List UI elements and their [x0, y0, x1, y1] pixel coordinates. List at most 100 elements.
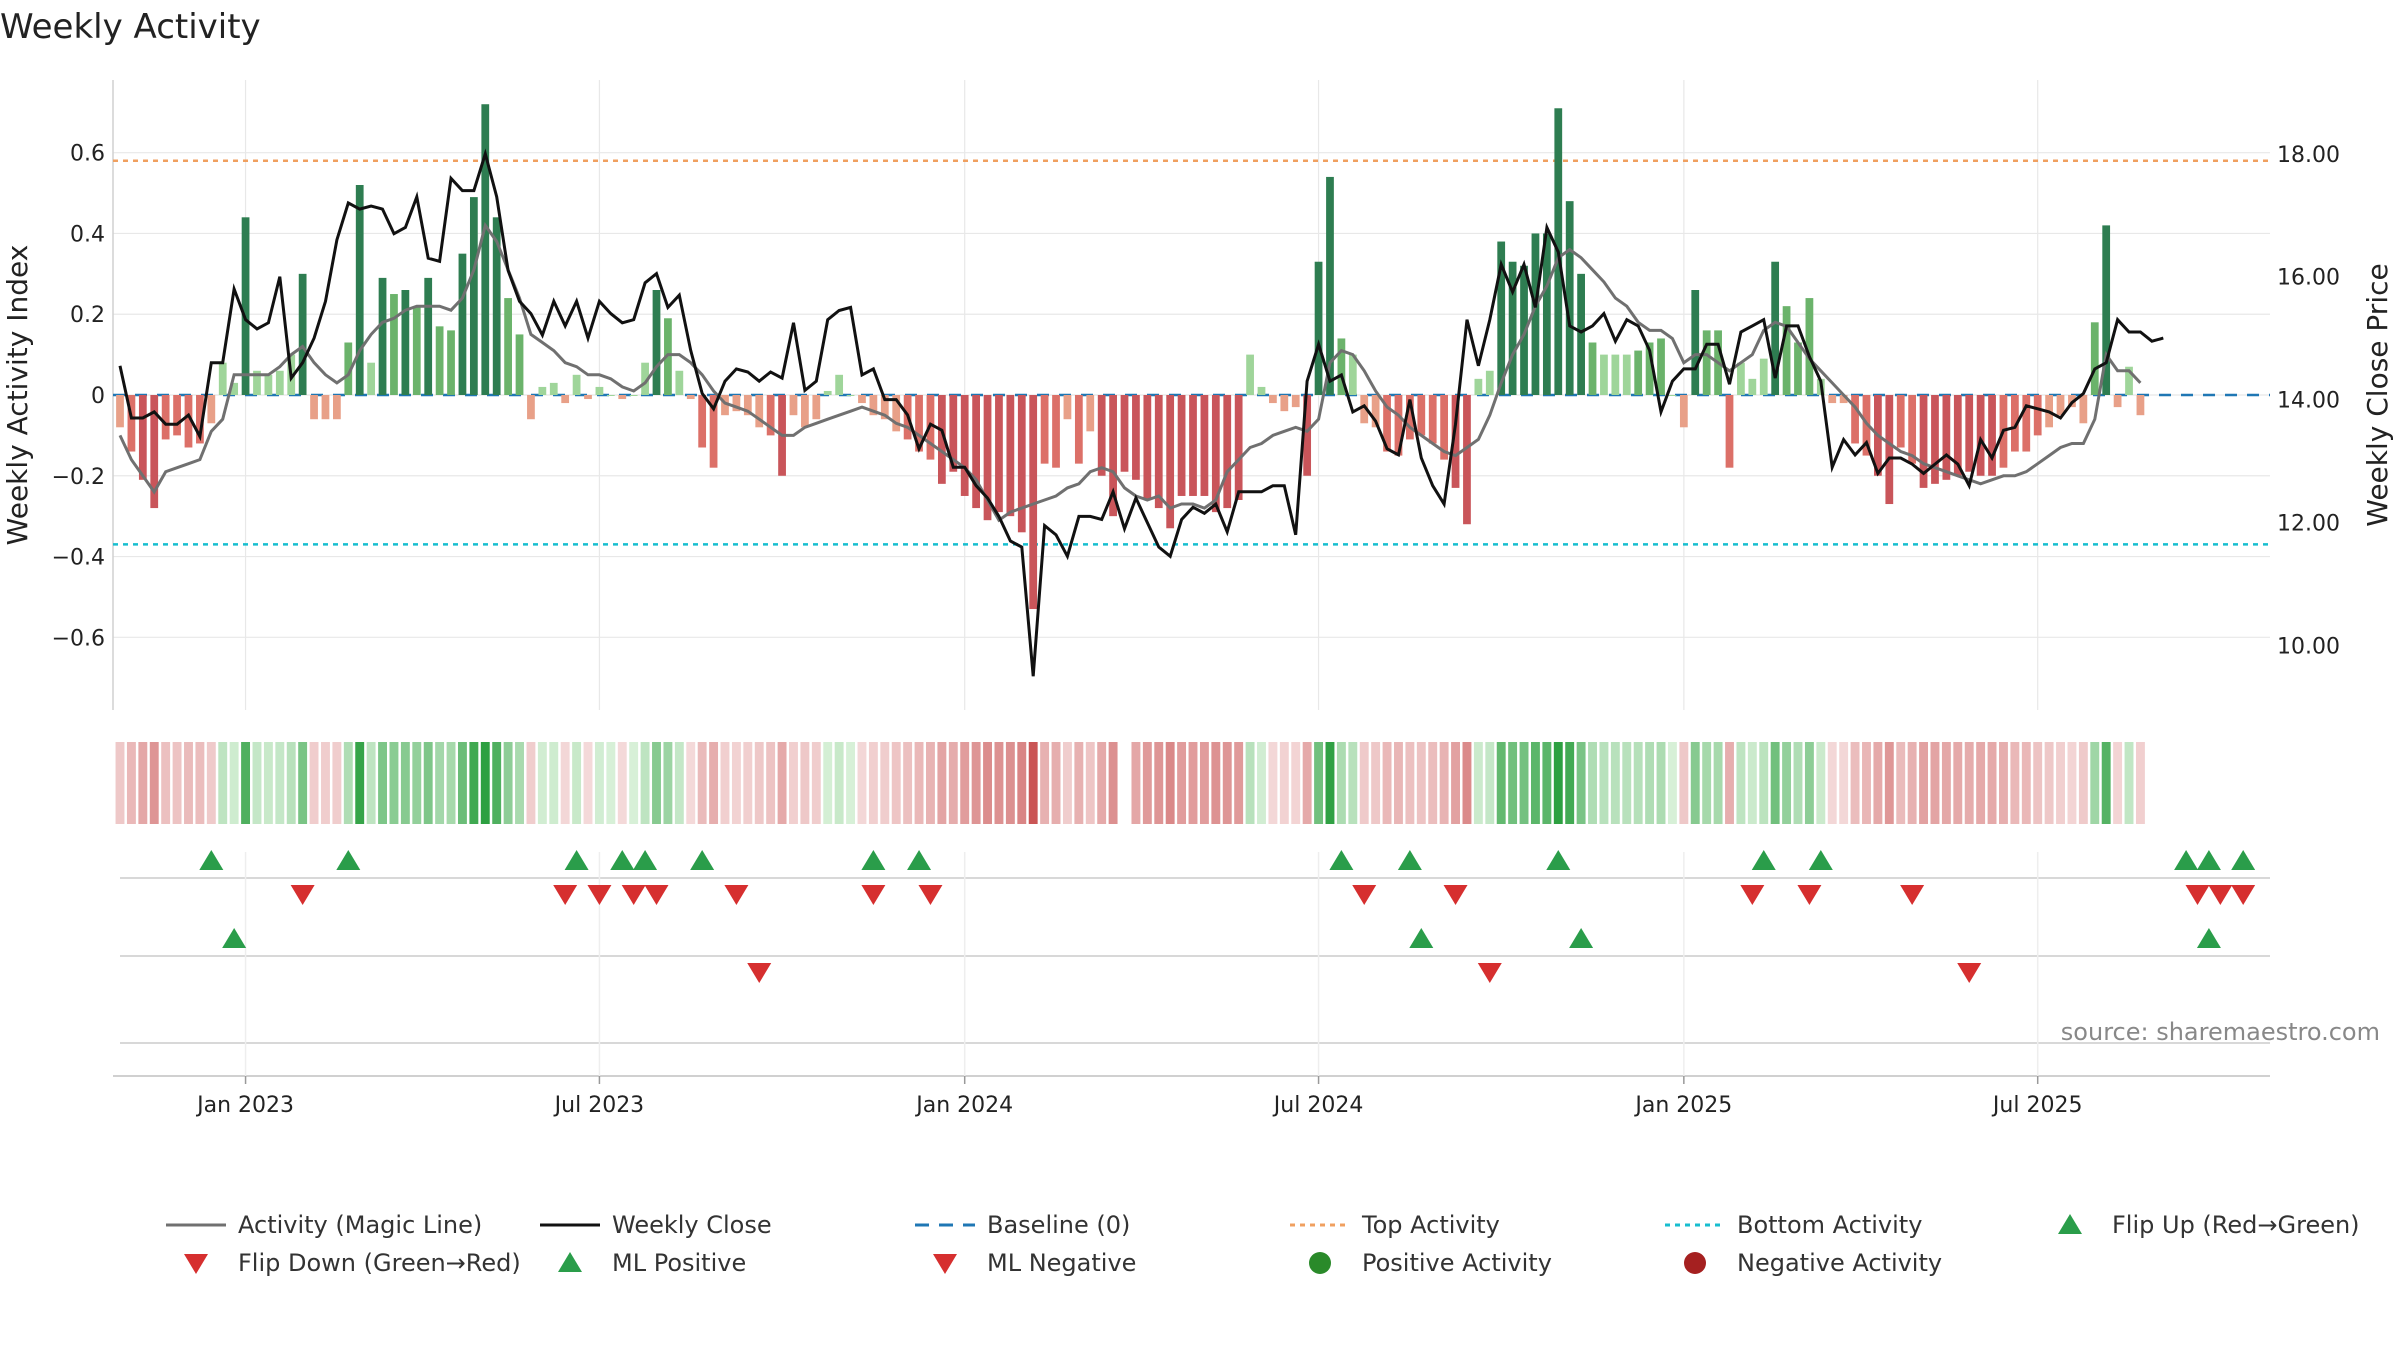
- heat-cell: [1930, 742, 1940, 824]
- heat-cell: [2090, 742, 2100, 824]
- heat-cell: [412, 742, 422, 824]
- heat-cell: [195, 742, 205, 824]
- activity-bar: [116, 395, 124, 428]
- activity-bar: [1988, 395, 1996, 476]
- flip-down-marker: [724, 885, 749, 905]
- activity-bar: [960, 395, 969, 496]
- activity-bar: [447, 330, 455, 395]
- legend-label: Top Activity: [1361, 1211, 1500, 1239]
- activity-bar: [253, 370, 261, 395]
- heat-cell: [1325, 742, 1335, 824]
- heat-cell: [1542, 742, 1552, 824]
- activity-bar: [481, 104, 490, 395]
- activity-bar: [1223, 395, 1232, 509]
- flip-down-marker: [1797, 885, 1822, 905]
- heat-cell: [1371, 742, 1381, 824]
- heat-cell: [1759, 742, 1769, 824]
- heat-cell: [1793, 742, 1803, 824]
- left-tick-label: 0.6: [70, 142, 105, 167]
- heat-cell: [1314, 742, 1324, 824]
- activity-bar: [1794, 342, 1802, 395]
- activity-bar: [1326, 176, 1334, 395]
- activity-bar: [1976, 395, 1985, 476]
- heat-cell: [1747, 742, 1757, 824]
- x-tick-label: Jan 2024: [914, 1093, 1013, 1118]
- heat-cell: [572, 742, 582, 824]
- activity-bar: [355, 185, 364, 395]
- heat-cell: [1804, 742, 1814, 824]
- heat-cell: [903, 742, 913, 824]
- heat-cell: [492, 742, 502, 824]
- flip-down-marker: [918, 885, 943, 905]
- legend-label: Baseline (0): [987, 1211, 1130, 1239]
- flip-up-marker: [199, 850, 224, 870]
- ml-negative-marker: [1957, 963, 1982, 983]
- heat-cell: [229, 742, 239, 824]
- heat-cell: [731, 742, 741, 824]
- heat-cell: [2044, 742, 2054, 824]
- legend-item: Weekly Close: [540, 1211, 772, 1239]
- magic-line: [118, 221, 2142, 523]
- flip-down-marker: [1352, 885, 1377, 905]
- heat-cell: [1028, 742, 1038, 824]
- heat-cell: [378, 742, 387, 824]
- heat-cell: [606, 742, 616, 824]
- heat-cell: [1702, 742, 1712, 824]
- flip-up-marker: [2231, 850, 2256, 870]
- activity-bar: [1896, 395, 1905, 448]
- activity-bar: [789, 395, 798, 416]
- activity-bar: [367, 362, 376, 395]
- flip-up-marker: [1397, 850, 1422, 870]
- heat-cell: [1165, 742, 1175, 824]
- activity-bar: [230, 382, 239, 395]
- activity-bar: [458, 253, 467, 395]
- x-tick-label: Jan 2023: [195, 1093, 294, 1118]
- heat-cell: [960, 742, 970, 824]
- heat-cell: [298, 742, 308, 824]
- flip-down-marker: [1740, 885, 1765, 905]
- legend-item: Flip Down (Green→Red): [184, 1249, 521, 1277]
- activity-bar: [1679, 395, 1688, 428]
- heat-cell: [1302, 742, 1312, 824]
- flip-up-marker: [907, 850, 932, 870]
- heat-cell: [252, 742, 262, 824]
- right-tick-label: 16.00: [2277, 266, 2340, 291]
- activity-bar: [732, 395, 741, 412]
- heat-cell: [1462, 742, 1472, 824]
- heat-cell: [480, 742, 490, 824]
- legend-item: Baseline (0): [915, 1211, 1130, 1239]
- ml-positive-marker: [1569, 928, 1594, 948]
- heat-cell: [1964, 742, 1974, 824]
- flip-down-marker: [1443, 885, 1468, 905]
- legend-swatch: [933, 1254, 957, 1274]
- activity-bar: [1097, 395, 1106, 476]
- heat-cell: [1999, 742, 2008, 824]
- heat-cell: [126, 742, 136, 824]
- flip-down-marker: [2208, 885, 2233, 905]
- activity-bar: [1040, 395, 1049, 464]
- activity-bar: [378, 277, 387, 395]
- activity-bar: [2056, 395, 2065, 416]
- heat-cell: [1142, 742, 1152, 824]
- flip-down-marker: [553, 885, 578, 905]
- heat-cell: [1884, 742, 1894, 824]
- flip-down-marker: [1900, 885, 1925, 905]
- activity-bar: [1257, 386, 1266, 395]
- heat-cell: [1565, 742, 1575, 824]
- right-tick-label: 14.00: [2277, 389, 2340, 414]
- ml-positive-marker: [222, 928, 247, 948]
- left-tick-label: −0.6: [52, 626, 105, 651]
- heat-cell: [1268, 742, 1278, 824]
- activity-bar: [161, 395, 170, 440]
- activity-bar: [1748, 378, 1757, 395]
- activity-bar: [127, 395, 136, 452]
- x-tick-label: Jul 2023: [553, 1093, 645, 1118]
- activity-bar: [527, 395, 535, 420]
- heat-cell: [926, 742, 935, 824]
- flip-down-marker: [644, 885, 669, 905]
- heat-cell: [1941, 742, 1951, 824]
- activity-bar: [801, 395, 809, 428]
- left-tick-label: −0.2: [52, 465, 105, 490]
- activity-bar: [686, 395, 695, 400]
- heat-cell: [1177, 742, 1187, 824]
